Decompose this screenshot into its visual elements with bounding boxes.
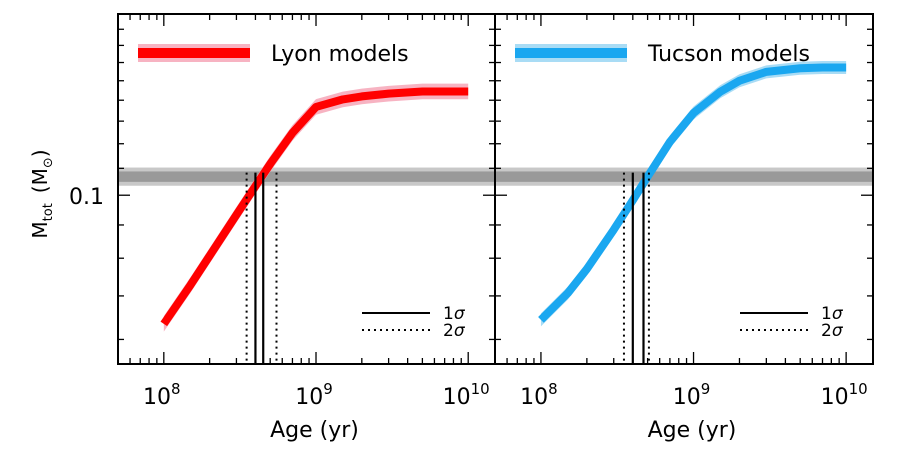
x-tick-label-base: 10 [520, 385, 548, 410]
panel-frame [494, 13, 874, 365]
x-tick-label-exp: 8 [171, 380, 181, 398]
interval-legend-sigma: σ [454, 321, 466, 341]
x-tick-label-base: 10 [295, 385, 323, 410]
interval-legend-sigma: σ [454, 304, 466, 324]
x-tick-label: 109 [295, 380, 333, 410]
x-tick-label-exp: 8 [548, 380, 558, 398]
x-tick-label-exp: 9 [323, 380, 333, 398]
reference-band-inner [495, 171, 873, 182]
x-tick-label: 108 [143, 380, 181, 410]
y-axis-label-main: M [28, 221, 52, 238]
y-axis-label-text: Mtot (M⊙) [28, 149, 56, 238]
x-tick-label: 1010 [821, 380, 868, 410]
y-axis-label-unit: (M [28, 168, 52, 193]
y-tick-label: 0.1 [69, 185, 104, 210]
x-tick-label-base: 10 [821, 385, 849, 410]
interval-legend-label: 2σ [443, 321, 466, 341]
interval-legend-label: 1σ [443, 304, 466, 324]
interval-legend-label: 2σ [821, 321, 844, 341]
interval-legend-number: 2 [443, 321, 454, 341]
interval-legend-number: 1 [821, 304, 832, 324]
legend-swatch [138, 48, 250, 58]
y-axis-label: Mtot (M⊙) [28, 149, 56, 238]
series-line-0 [160, 87, 469, 327]
x-tick-label-base: 10 [673, 385, 701, 410]
y-axis-label-sub: tot [41, 203, 56, 221]
x-tick-label: 108 [520, 380, 558, 410]
x-tick-label-exp: 10 [471, 380, 490, 398]
series-band-0 [540, 61, 847, 327]
interval-legend-number: 2 [821, 321, 832, 341]
y-axis-label-unit-close: ) [28, 149, 52, 157]
legend-label: Tucson models [647, 42, 810, 67]
x-axis-label: Age (yr) [648, 418, 737, 443]
x-tick-label-base: 10 [443, 385, 471, 410]
sun-symbol-icon: ⊙ [41, 157, 56, 168]
x-tick-label: 1010 [443, 380, 490, 410]
x-tick-label-exp: 10 [849, 380, 868, 398]
interval-legend-sigma: σ [832, 321, 844, 341]
reference-band-inner [118, 171, 495, 182]
series-line-0 [538, 63, 847, 323]
interval-legend-label: 1σ [821, 304, 844, 324]
series-band-0 [163, 83, 469, 332]
x-axis-label: Age (yr) [270, 418, 359, 443]
legend-swatch [515, 48, 627, 58]
legend-label: Lyon models [271, 42, 409, 67]
interval-legend-number: 1 [443, 304, 454, 324]
x-tick-label-exp: 9 [701, 380, 711, 398]
x-tick-label-base: 10 [143, 385, 171, 410]
x-tick-label: 109 [673, 380, 711, 410]
plot-area [118, 83, 495, 364]
interval-legend-sigma: σ [832, 304, 844, 324]
plot-area [495, 61, 873, 364]
